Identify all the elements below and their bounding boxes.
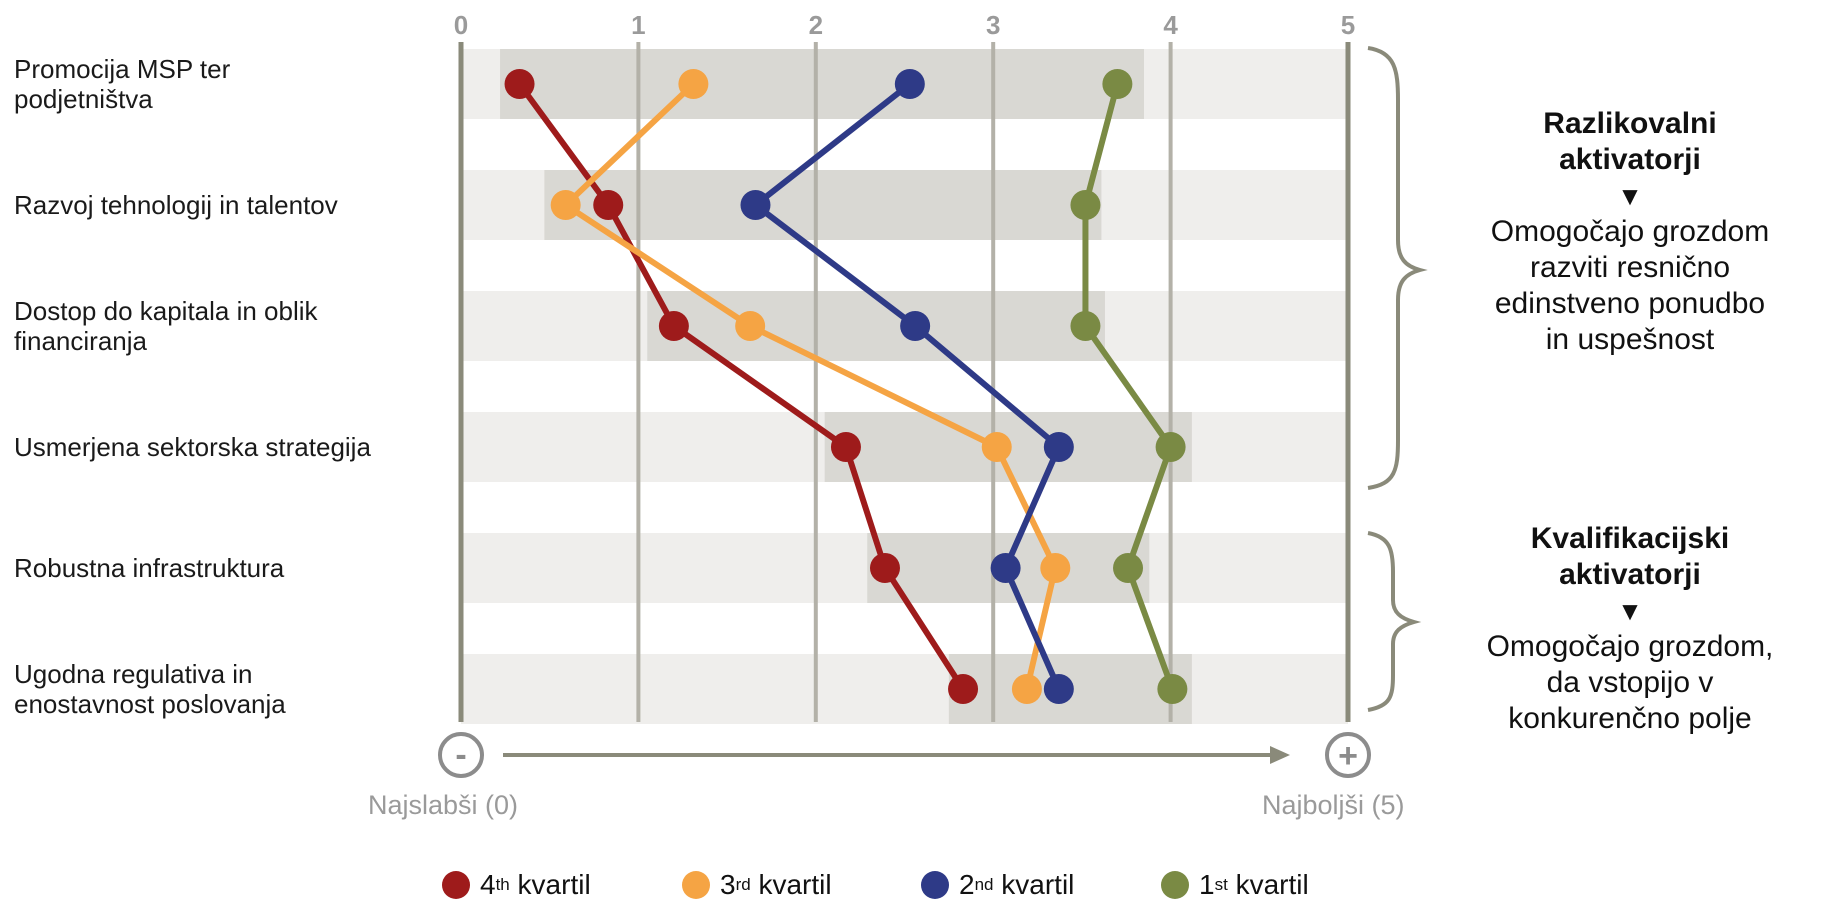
- data-point: [1070, 190, 1101, 220]
- data-point: [869, 553, 900, 583]
- group-differentiating: Razlikovalni aktivatorji ▼ Omogočajo gro…: [1450, 106, 1810, 358]
- legend-suffix: st: [1214, 875, 1228, 894]
- data-point: [740, 190, 771, 220]
- row-band: [461, 654, 1348, 724]
- legend-suffix: th: [495, 875, 510, 894]
- data-point: [1011, 674, 1042, 704]
- series-line: [752, 81, 1062, 691]
- axis-direction: - +: [438, 732, 1371, 778]
- tick-labels: 0 1 2 3 4 5: [454, 10, 1355, 40]
- series-group: [550, 69, 1071, 704]
- data-point: [1102, 69, 1133, 99]
- range-bar: [544, 170, 1102, 240]
- plus-symbol: +: [1338, 737, 1358, 775]
- group-title: Razlikovalni aktivatorji: [1543, 107, 1717, 176]
- data-point: [1040, 553, 1071, 583]
- group-braces: [1367, 46, 1428, 712]
- category-label: Ugodna regulativa in enostavnost poslova…: [14, 659, 286, 719]
- legend-word: kvartil: [1227, 869, 1309, 900]
- data-point: [504, 69, 535, 99]
- tick-label: 3: [986, 10, 1000, 40]
- legend-ordinal: 3: [720, 869, 736, 900]
- series-group: [1070, 69, 1188, 704]
- data-point: [1043, 432, 1074, 462]
- brace-qualifying: [1367, 531, 1422, 712]
- series-layer: [504, 69, 1188, 704]
- legend-dot: [442, 871, 470, 899]
- group-description: Omogočajo grozdom razviti resnično edins…: [1490, 215, 1770, 356]
- data-point: [830, 432, 861, 462]
- legend-dot: [682, 871, 710, 899]
- group-title: Kvalifikacijski aktivatorji: [1530, 522, 1730, 591]
- data-point: [1157, 674, 1188, 704]
- legend-suffix: nd: [974, 875, 994, 894]
- legend-word: kvartil: [750, 869, 832, 900]
- minus-circle: [438, 732, 484, 778]
- data-point: [990, 553, 1021, 583]
- legend-ordinal: 1: [1199, 869, 1215, 900]
- tick-label: 0: [454, 10, 468, 40]
- grid-lines: [458, 42, 1351, 722]
- data-point: [981, 432, 1012, 462]
- data-point: [678, 69, 709, 99]
- best-label: Najboljši (5): [1262, 790, 1405, 820]
- data-point: [1155, 432, 1186, 462]
- data-point: [1070, 311, 1101, 341]
- data-point: [735, 311, 766, 341]
- minus-symbol: -: [455, 736, 466, 774]
- category-label: Usmerjena sektorska strategija: [14, 432, 371, 462]
- series-line: [1082, 83, 1176, 691]
- series-line: [562, 81, 1059, 690]
- category-label: Robustna infrastruktura: [14, 553, 285, 583]
- group-description: Omogočajo grozdom, da vstopijo v konkure…: [1486, 630, 1774, 735]
- series-line: [517, 82, 966, 691]
- legend-suffix: rd: [735, 875, 751, 894]
- data-point: [948, 674, 979, 704]
- series-group: [740, 69, 1074, 704]
- series-group: [504, 69, 979, 704]
- category-label: Razvoj tehnologij in talentov: [14, 190, 338, 220]
- brace-differentiating: [1367, 46, 1428, 490]
- legend-word: kvartil: [993, 869, 1075, 900]
- data-point: [593, 190, 624, 220]
- legend-ordinal: 2: [959, 869, 975, 900]
- category-label: Promocija MSP ter podjetništva: [14, 54, 231, 114]
- worst-label: Najslabši (0): [368, 790, 519, 820]
- legend-dot: [1161, 871, 1189, 899]
- triangle-down-icon: ▼: [1617, 596, 1643, 626]
- data-point: [658, 311, 689, 341]
- range-bars: [500, 49, 1192, 724]
- legend-dot: [921, 871, 949, 899]
- data-point: [894, 69, 925, 99]
- range-bar: [500, 49, 1144, 119]
- triangle-down-icon: ▼: [1617, 181, 1643, 211]
- arrow-head-icon: [1270, 746, 1290, 764]
- legend-word: kvartil: [509, 869, 591, 900]
- group-qualifying: Kvalifikacijski aktivatorji ▼ Omogočajo …: [1450, 521, 1810, 737]
- tick-label: 5: [1341, 10, 1355, 40]
- tick-label: 1: [631, 10, 645, 40]
- data-point: [1043, 674, 1074, 704]
- tick-label: 4: [1163, 10, 1178, 40]
- row-bands: [461, 49, 1348, 724]
- category-label: Dostop do kapitala in oblik financiranja: [14, 296, 318, 356]
- data-point: [900, 311, 931, 341]
- data-point: [550, 190, 581, 220]
- legend-ordinal: 4: [480, 869, 496, 900]
- data-point: [1113, 553, 1144, 583]
- plus-circle: [1325, 732, 1371, 778]
- tick-label: 2: [809, 10, 823, 40]
- range-bar: [647, 291, 1105, 361]
